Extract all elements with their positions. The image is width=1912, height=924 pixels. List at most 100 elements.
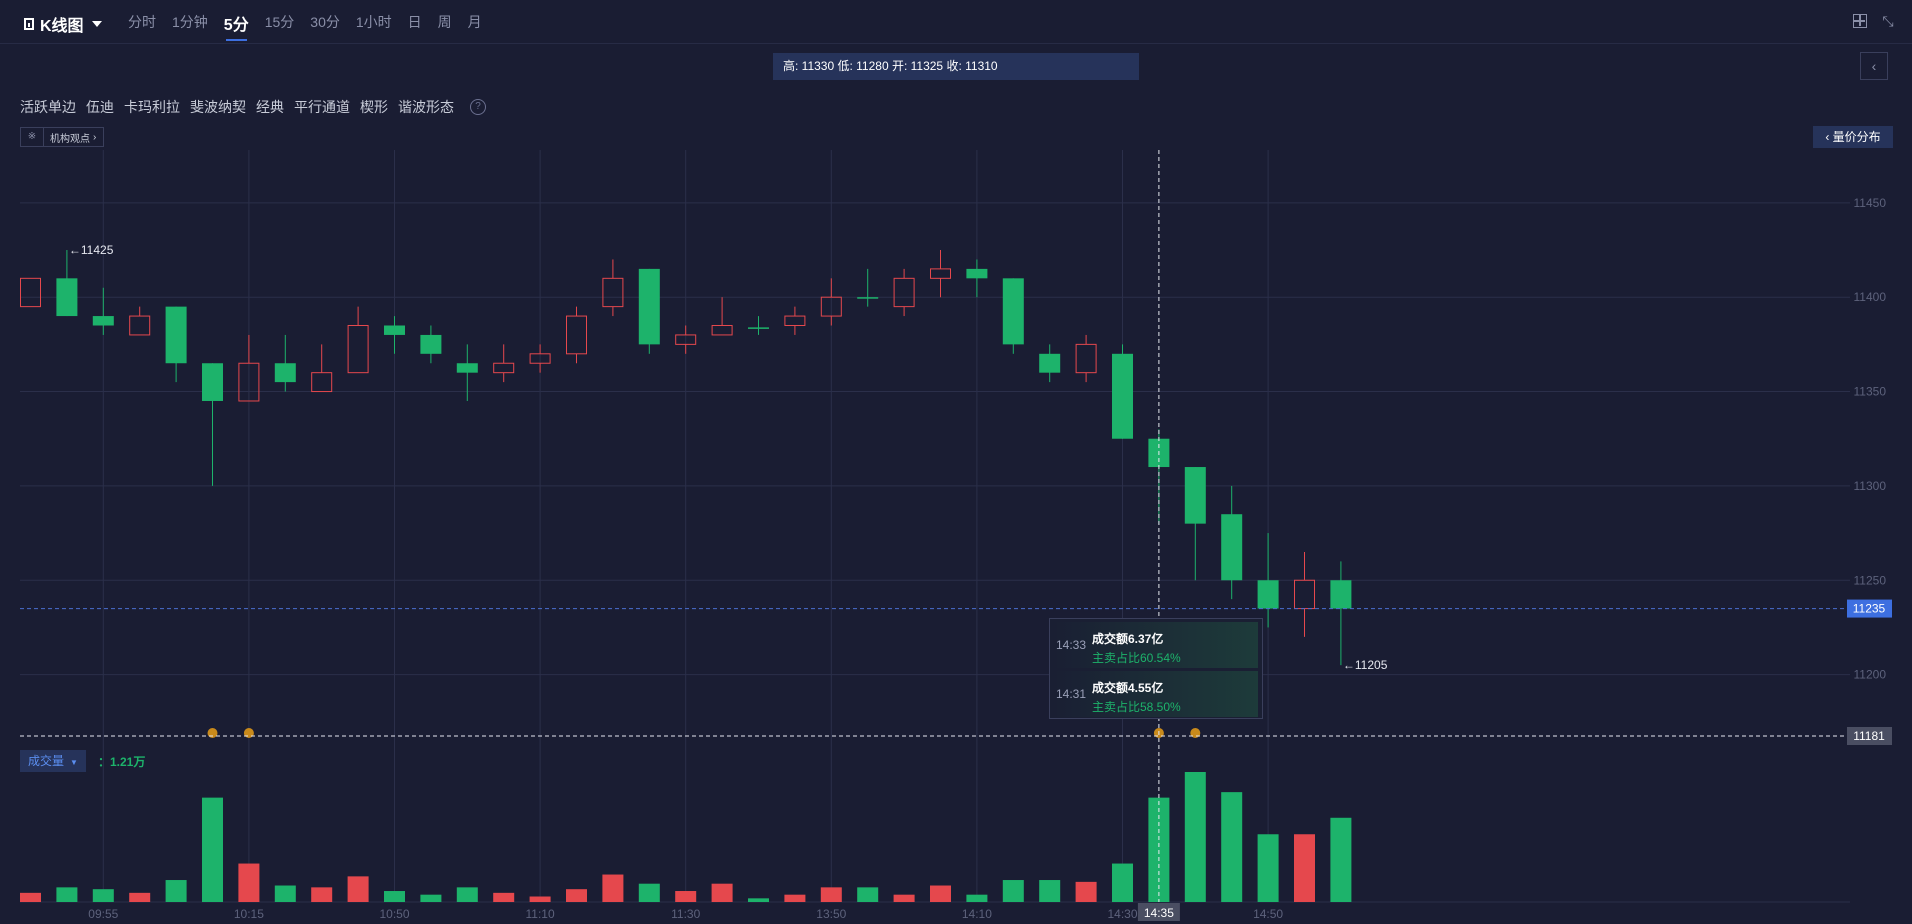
volume-profile-button[interactable]: ‹ 量价分布 xyxy=(1813,126,1893,148)
chevron-right-icon: › xyxy=(93,131,97,143)
volume-bar xyxy=(347,876,369,902)
volume-bar xyxy=(56,887,78,902)
volume-bar xyxy=(238,863,260,902)
period-tab-day[interactable]: 日 xyxy=(407,14,422,30)
volume-bar xyxy=(857,887,879,902)
pattern-fibonacci[interactable]: 斐波纳契 xyxy=(190,99,246,115)
caret-down-icon xyxy=(91,21,102,27)
kline-type-menu[interactable]: K线图 xyxy=(24,12,102,36)
last-price-label: 11235 xyxy=(1853,602,1886,616)
period-tabs: 分时 1分钟 5分 15分 30分 1小时 日 周 月 xyxy=(128,11,498,41)
y-tick-label: 11250 xyxy=(1854,573,1887,587)
candle-body xyxy=(602,277,624,308)
volume-bar xyxy=(129,892,151,902)
pattern-camarilla[interactable]: 卡玛利拉 xyxy=(124,99,180,115)
volume-bar xyxy=(930,885,951,902)
y-tick-label: 11200 xyxy=(1854,668,1887,682)
tooltip-row: 14:33 成交额6.37亿 主卖占比60.54% xyxy=(1054,622,1258,668)
candle-body xyxy=(1112,353,1133,439)
volume-bar xyxy=(1002,880,1024,902)
candle-body xyxy=(930,268,951,279)
volume-bar xyxy=(274,885,296,902)
tooltip-row: 14:31 成交额4.55亿 主卖占比58.50% xyxy=(1054,671,1258,717)
x-tick-label: 09:55 xyxy=(88,907,118,921)
kline-icon xyxy=(24,18,34,30)
candle-body xyxy=(56,278,78,317)
volume-bar xyxy=(602,874,624,902)
collapse-panel-button[interactable]: ‹ xyxy=(1860,52,1888,80)
volume-indicator-label: 成交量 xyxy=(28,754,65,768)
y-tick-label: 11350 xyxy=(1854,385,1887,399)
period-tab-month[interactable]: 月 xyxy=(467,14,482,30)
crosshair-price-label: 11181 xyxy=(1853,729,1885,743)
pattern-parallel-channel[interactable]: 平行通道 xyxy=(294,99,350,115)
candle-body xyxy=(493,362,515,374)
help-icon[interactable]: ? xyxy=(470,99,486,115)
candle-body xyxy=(1184,467,1206,524)
pattern-classic[interactable]: 经典 xyxy=(256,99,284,115)
institution-view-button[interactable]: ※ 机构观点 › xyxy=(20,127,104,147)
candle-body xyxy=(1294,579,1315,610)
period-tab-30min[interactable]: 30分 xyxy=(310,14,340,30)
chevron-left-icon: ‹ xyxy=(1825,130,1833,144)
volume-bar xyxy=(420,894,442,902)
period-tab-week[interactable]: 周 xyxy=(437,14,452,30)
volume-bar xyxy=(784,894,806,902)
period-tab-15min[interactable]: 15分 xyxy=(264,14,295,30)
candle-body xyxy=(1039,353,1061,373)
volume-bar xyxy=(1184,772,1206,902)
x-tick-label: 14:30 xyxy=(1107,907,1137,921)
candle-body xyxy=(966,268,988,279)
candle-body xyxy=(420,334,442,354)
candle-body xyxy=(566,315,587,355)
candle-body xyxy=(529,353,551,364)
pattern-active-side[interactable]: 活跃单边 xyxy=(20,99,76,115)
chevron-left-icon: ‹ xyxy=(1871,58,1877,74)
volume-bar xyxy=(529,896,551,902)
pattern-harmonic[interactable]: 谐波形态 xyxy=(398,99,454,115)
period-tab-5min[interactable]: 5分 xyxy=(224,11,249,41)
candle-body xyxy=(347,325,369,374)
pattern-toolbar: 活跃单边 伍迪 卡玛利拉 斐波纳契 经典 平行通道 楔形 谐波形态 ? xyxy=(20,97,486,117)
period-tab-1hour[interactable]: 1小时 xyxy=(355,14,392,30)
volume-bar xyxy=(384,891,405,902)
volume-bar xyxy=(202,797,223,902)
candle-body xyxy=(1002,278,1024,345)
candle-body xyxy=(711,325,733,336)
volume-bar xyxy=(820,887,842,902)
volume-bar xyxy=(311,887,333,902)
volume-bar xyxy=(493,892,515,902)
period-tab-1min[interactable]: 1分钟 xyxy=(172,14,208,30)
volume-bar xyxy=(893,894,915,902)
volume-bar xyxy=(1221,792,1243,902)
x-tick-label: 14:50 xyxy=(1253,907,1283,921)
candle-body xyxy=(274,363,296,383)
candle-body xyxy=(820,296,842,317)
x-tick-label: 11:30 xyxy=(671,907,700,921)
volume-bar xyxy=(566,889,587,902)
period-tab-fenshi[interactable]: 分时 xyxy=(128,14,156,30)
candle-body xyxy=(384,325,405,335)
candle-body xyxy=(20,277,41,308)
volume-bar xyxy=(456,887,478,902)
volume-bar xyxy=(638,883,660,902)
pattern-woodie[interactable]: 伍迪 xyxy=(86,99,114,115)
volume-bar xyxy=(1294,834,1315,902)
candle-body xyxy=(92,316,114,326)
volume-bar xyxy=(675,891,697,902)
crosshair-time-tag xyxy=(1137,903,1180,921)
volume-bar xyxy=(1112,863,1133,902)
volume-indicator-select[interactable]: 成交量 ▼ xyxy=(20,750,86,772)
x-tick-label: 14:10 xyxy=(962,907,992,921)
candle-body xyxy=(456,363,478,373)
layout-grid-icon[interactable] xyxy=(1853,14,1867,28)
shrink-icon[interactable]: ⤡ xyxy=(1882,13,1894,29)
volume-bar xyxy=(711,883,733,902)
volume-bar xyxy=(748,898,769,902)
tooltip-amount: 成交额6.37亿 xyxy=(1092,632,1164,646)
pattern-wedge[interactable]: 楔形 xyxy=(360,99,388,115)
tooltip-time: 14:31 xyxy=(1056,687,1087,701)
tooltip-ratio: 主卖占比58.50% xyxy=(1092,700,1181,714)
volume-bar xyxy=(1257,834,1279,902)
